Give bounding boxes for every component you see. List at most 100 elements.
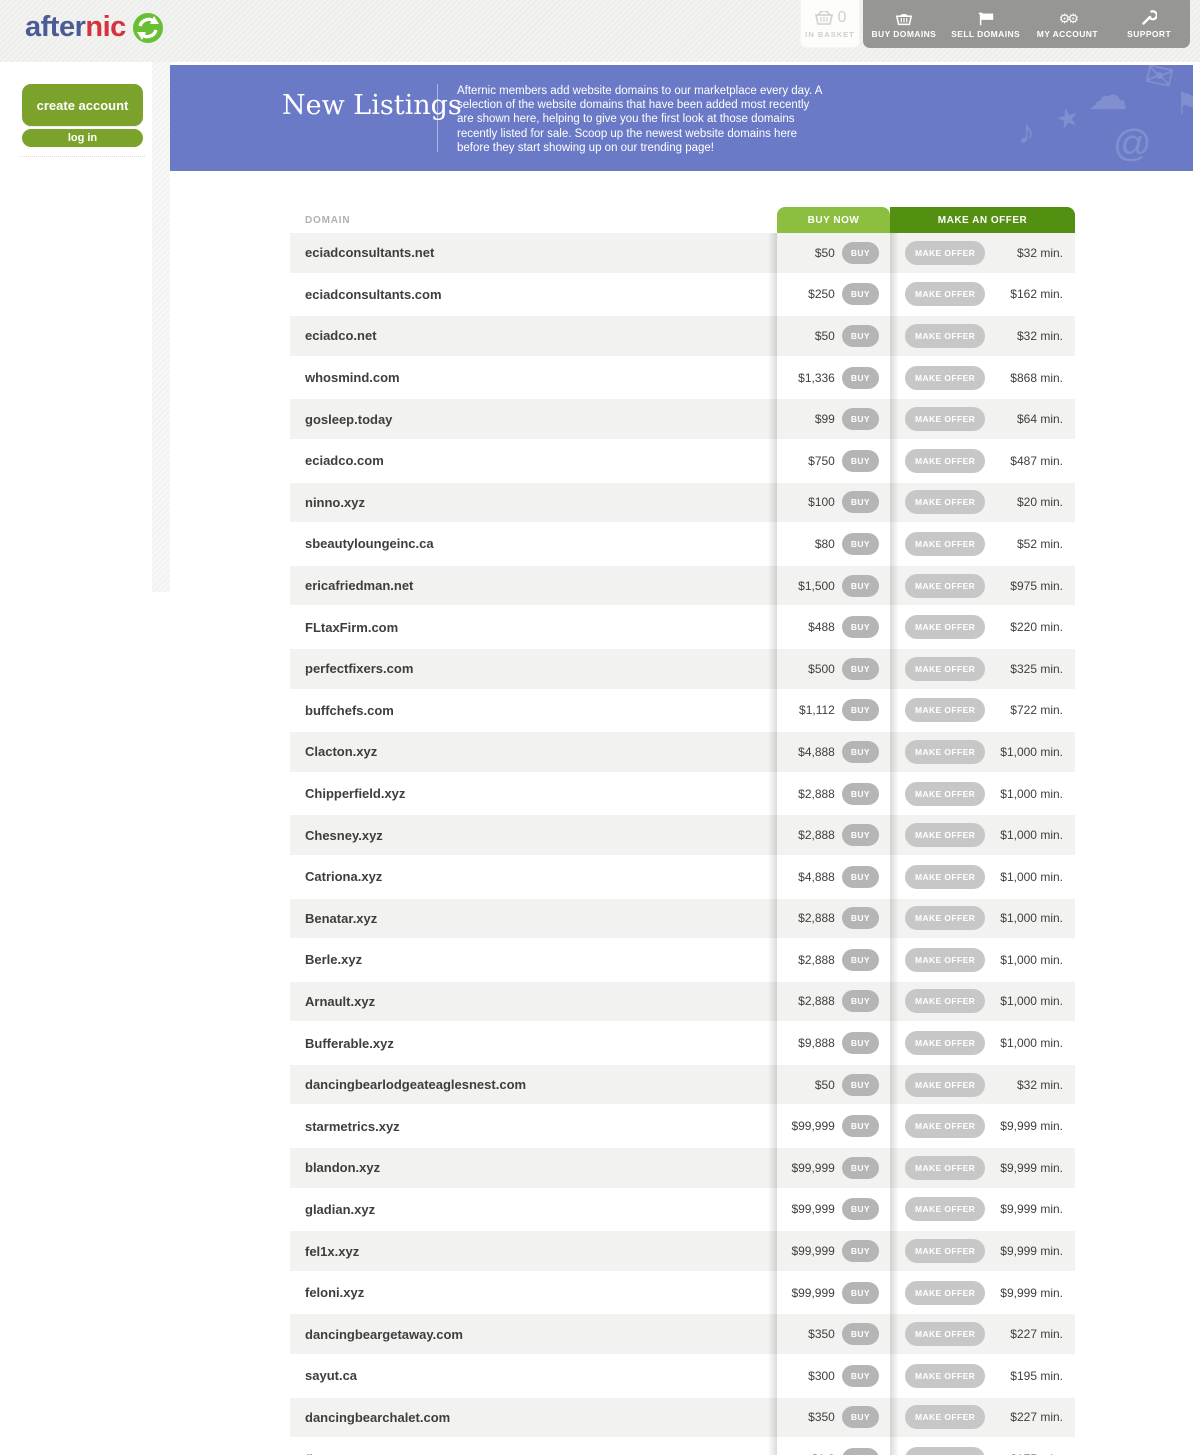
make-offer-button[interactable]: MAKE OFFER bbox=[905, 823, 986, 848]
buy-button[interactable]: BUY bbox=[841, 824, 879, 847]
make-offer-button[interactable]: MAKE OFFER bbox=[905, 947, 986, 972]
domain-link[interactable]: Bufferable.xyz bbox=[305, 1035, 394, 1051]
make-offer-button[interactable]: MAKE OFFER bbox=[905, 1363, 986, 1388]
domain-link[interactable]: blandon.xyz bbox=[305, 1160, 381, 1176]
make-offer-button[interactable]: MAKE OFFER bbox=[905, 448, 986, 473]
buy-button[interactable]: BUY bbox=[841, 699, 879, 722]
buy-button[interactable]: BUY bbox=[841, 907, 879, 930]
buy-button[interactable]: BUY bbox=[841, 1198, 879, 1221]
make-offer-button[interactable]: MAKE OFFER bbox=[905, 864, 986, 889]
make-offer-column-header[interactable]: MAKE AN OFFER bbox=[890, 207, 1075, 233]
create-account-button[interactable]: create account bbox=[22, 84, 143, 126]
buy-button[interactable]: BUY bbox=[841, 657, 879, 680]
buy-button[interactable]: BUY bbox=[841, 1323, 879, 1346]
domain-link[interactable]: fel1x.xyz bbox=[305, 1243, 360, 1259]
make-offer-button[interactable]: MAKE OFFER bbox=[905, 615, 986, 640]
make-offer-button[interactable]: MAKE OFFER bbox=[905, 282, 986, 307]
make-offer-button[interactable]: MAKE OFFER bbox=[905, 1405, 986, 1430]
buy-button[interactable]: BUY bbox=[841, 865, 879, 888]
make-offer-button[interactable]: MAKE OFFER bbox=[905, 739, 986, 764]
domain-link[interactable]: eciadconsultants.net bbox=[305, 245, 435, 261]
domain-link[interactable]: buffchefs.com bbox=[305, 702, 394, 718]
buy-button[interactable]: BUY bbox=[841, 1364, 879, 1387]
nav-buy-domains[interactable]: BUY DOMAINS bbox=[863, 0, 945, 48]
domain-link[interactable]: sayut.ca bbox=[305, 1368, 358, 1384]
buy-button[interactable]: BUY bbox=[841, 491, 879, 514]
buy-button[interactable]: BUY bbox=[841, 990, 879, 1013]
buy-button[interactable]: BUY bbox=[841, 1115, 879, 1138]
domain-link[interactable]: Berle.xyz bbox=[305, 952, 363, 968]
afternic-logo[interactable]: after nic bbox=[25, 11, 164, 44]
make-offer-button[interactable]: MAKE OFFER bbox=[905, 1239, 986, 1264]
buy-button[interactable]: BUY bbox=[841, 1281, 879, 1304]
log-in-button[interactable]: log in bbox=[22, 129, 143, 147]
make-offer-button[interactable]: MAKE OFFER bbox=[905, 407, 986, 432]
domain-link[interactable]: Arnault.xyz bbox=[305, 993, 376, 1009]
domain-link[interactable]: ninno.xyz bbox=[305, 494, 365, 510]
buy-button[interactable]: BUY bbox=[841, 532, 879, 555]
domain-link[interactable]: Catriona.xyz bbox=[305, 869, 383, 885]
buy-button[interactable]: BUY bbox=[841, 1448, 879, 1455]
make-offer-button[interactable]: MAKE OFFER bbox=[905, 573, 986, 598]
make-offer-button[interactable]: MAKE OFFER bbox=[905, 1031, 986, 1056]
make-offer-button[interactable]: MAKE OFFER bbox=[905, 490, 986, 515]
domain-link[interactable]: Benatar.xyz bbox=[305, 910, 378, 926]
buy-button[interactable]: BUY bbox=[841, 616, 879, 639]
make-offer-button[interactable]: MAKE OFFER bbox=[905, 906, 986, 931]
buy-button[interactable]: BUY bbox=[841, 1240, 879, 1263]
domain-link[interactable]: dancingbearlodgeateaglesnest.com bbox=[305, 1077, 527, 1093]
nav-support[interactable]: SUPPORT bbox=[1108, 0, 1190, 48]
domain-link[interactable]: perfectfixers.com bbox=[305, 661, 414, 677]
buy-button[interactable]: BUY bbox=[841, 283, 879, 306]
domain-link[interactable]: feloni.xyz bbox=[305, 1285, 365, 1301]
buy-now-column-header[interactable]: BUY NOW bbox=[777, 207, 890, 233]
domain-link[interactable]: Chipperfield.xyz bbox=[305, 786, 406, 802]
make-offer-button[interactable]: MAKE OFFER bbox=[905, 698, 986, 723]
buy-button[interactable]: BUY bbox=[841, 740, 879, 763]
make-offer-button[interactable]: MAKE OFFER bbox=[905, 1072, 986, 1097]
domain-link[interactable]: sbeautyloungeinc.ca bbox=[305, 536, 434, 552]
make-offer-button[interactable]: MAKE OFFER bbox=[905, 1114, 986, 1139]
make-offer-button[interactable]: MAKE OFFER bbox=[905, 1197, 986, 1222]
buy-button[interactable]: BUY bbox=[841, 782, 879, 805]
buy-button[interactable]: BUY bbox=[841, 948, 879, 971]
domain-link[interactable]: FLtaxFirm.com bbox=[305, 619, 399, 635]
buy-button[interactable]: BUY bbox=[841, 1406, 879, 1429]
make-offer-button[interactable]: MAKE OFFER bbox=[905, 1280, 986, 1305]
domain-link[interactable]: Clacton.xyz bbox=[305, 744, 378, 760]
make-offer-button[interactable]: MAKE OFFER bbox=[905, 531, 986, 556]
make-offer-button[interactable]: MAKE OFFER bbox=[905, 240, 986, 265]
buy-button[interactable]: BUY bbox=[841, 1032, 879, 1055]
buy-button[interactable]: BUY bbox=[841, 1073, 879, 1096]
buy-button[interactable]: BUY bbox=[841, 366, 879, 389]
make-offer-button[interactable]: MAKE OFFER bbox=[905, 1155, 986, 1180]
buy-button[interactable]: BUY bbox=[841, 449, 879, 472]
make-offer-button[interactable]: MAKE OFFER bbox=[905, 365, 986, 390]
domain-link[interactable]: whosmind.com bbox=[305, 370, 400, 386]
domain-link[interactable]: eciadco.net bbox=[305, 328, 377, 344]
make-offer-button[interactable]: MAKE OFFER bbox=[905, 1322, 986, 1347]
make-offer-button[interactable]: MAKE OFFER bbox=[905, 323, 986, 348]
make-offer-button[interactable]: MAKE OFFER bbox=[905, 1447, 986, 1455]
domain-link[interactable]: ericafriedman.net bbox=[305, 578, 414, 594]
domain-link[interactable]: starmetrics.xyz bbox=[305, 1118, 400, 1134]
domain-link[interactable]: gladian.xyz bbox=[305, 1201, 376, 1217]
domain-link[interactable]: eciadconsultants.com bbox=[305, 286, 442, 302]
nav-sell-domains[interactable]: SELL DOMAINS bbox=[945, 0, 1027, 48]
domain-link[interactable]: Chesney.xyz bbox=[305, 827, 383, 843]
domain-link[interactable]: dancingbearchalet.com bbox=[305, 1409, 451, 1425]
buy-button[interactable]: BUY bbox=[841, 324, 879, 347]
domain-link[interactable]: gosleep.today bbox=[305, 411, 393, 427]
buy-button[interactable]: BUY bbox=[841, 408, 879, 431]
buy-button[interactable]: BUY bbox=[841, 574, 879, 597]
buy-button[interactable]: BUY bbox=[841, 1156, 879, 1179]
nav-my-account[interactable]: ⚙⚙ MY ACCOUNT bbox=[1027, 0, 1109, 48]
make-offer-button[interactable]: MAKE OFFER bbox=[905, 989, 986, 1014]
basket-status[interactable]: 0 IN BASKET bbox=[800, 0, 860, 48]
buy-button[interactable]: BUY bbox=[841, 241, 879, 264]
domain-link[interactable]: fl bbox=[290, 1452, 777, 1455]
make-offer-button[interactable]: MAKE OFFER bbox=[905, 656, 986, 681]
make-offer-button[interactable]: MAKE OFFER bbox=[905, 781, 986, 806]
domain-link[interactable]: eciadco.com bbox=[305, 453, 384, 469]
domain-link[interactable]: dancingbeargetaway.com bbox=[305, 1326, 463, 1342]
